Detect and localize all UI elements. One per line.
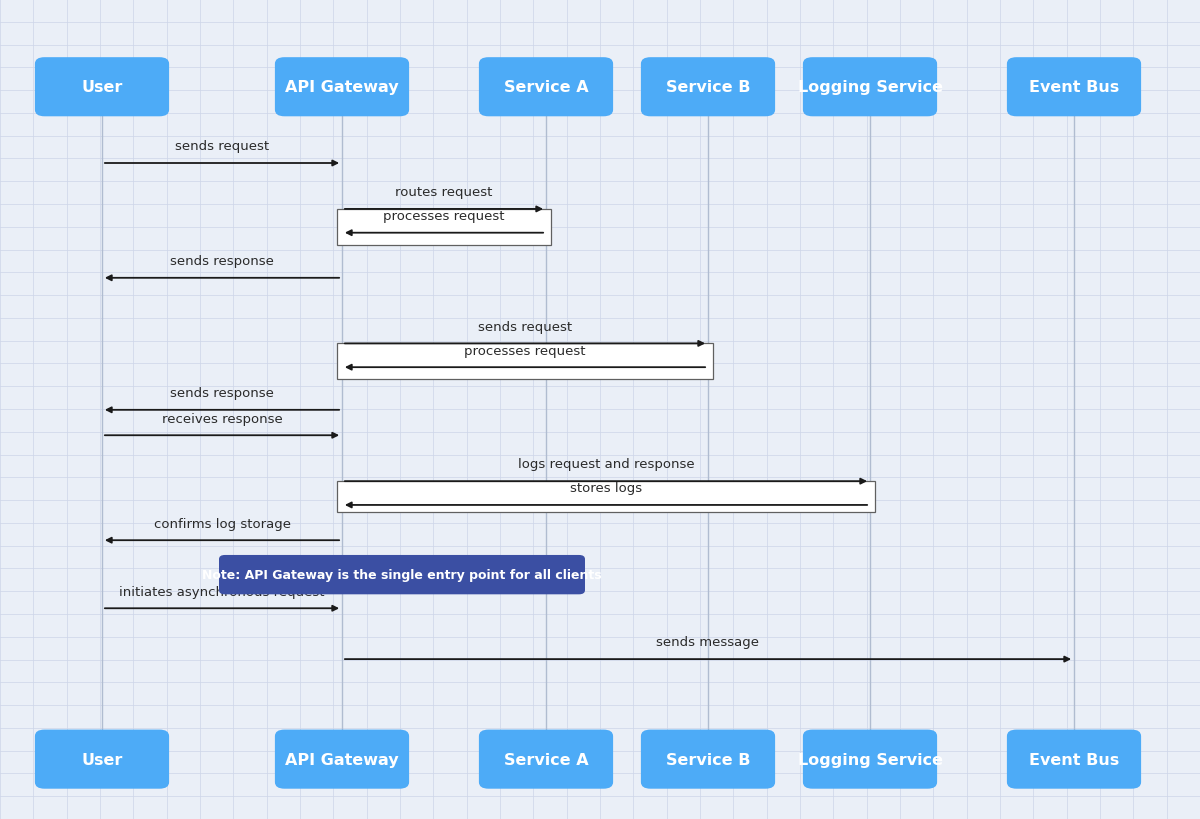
FancyBboxPatch shape [641, 58, 775, 117]
Text: API Gateway: API Gateway [286, 752, 398, 767]
FancyBboxPatch shape [220, 555, 586, 595]
Text: Event Bus: Event Bus [1028, 80, 1120, 95]
Text: Service B: Service B [666, 752, 750, 767]
Text: sends request: sends request [478, 320, 572, 333]
Text: sends message: sends message [656, 636, 760, 649]
Text: Service A: Service A [504, 80, 588, 95]
Text: sends response: sends response [170, 255, 274, 268]
FancyBboxPatch shape [1007, 730, 1141, 789]
Text: User: User [82, 80, 122, 95]
FancyBboxPatch shape [803, 730, 937, 789]
FancyBboxPatch shape [337, 344, 713, 380]
Text: Note: API Gateway is the single entry point for all clients: Note: API Gateway is the single entry po… [202, 568, 602, 581]
FancyBboxPatch shape [275, 58, 409, 117]
FancyBboxPatch shape [479, 730, 613, 789]
Text: Logging Service: Logging Service [798, 80, 942, 95]
Text: sends request: sends request [175, 140, 269, 153]
Text: processes request: processes request [383, 210, 505, 223]
FancyBboxPatch shape [35, 58, 169, 117]
FancyBboxPatch shape [641, 730, 775, 789]
Text: Logging Service: Logging Service [798, 752, 942, 767]
Text: receives response: receives response [162, 412, 282, 425]
Text: sends response: sends response [170, 387, 274, 400]
FancyBboxPatch shape [337, 210, 551, 246]
Text: User: User [82, 752, 122, 767]
Text: API Gateway: API Gateway [286, 80, 398, 95]
Text: stores logs: stores logs [570, 482, 642, 495]
Text: processes request: processes request [464, 344, 586, 357]
Text: initiates asynchronous request: initiates asynchronous request [119, 585, 325, 598]
FancyBboxPatch shape [1007, 58, 1141, 117]
Text: routes request: routes request [395, 186, 493, 199]
FancyBboxPatch shape [35, 730, 169, 789]
Text: Event Bus: Event Bus [1028, 752, 1120, 767]
Text: Service A: Service A [504, 752, 588, 767]
FancyBboxPatch shape [275, 730, 409, 789]
Text: Service B: Service B [666, 80, 750, 95]
FancyBboxPatch shape [803, 58, 937, 117]
FancyBboxPatch shape [479, 58, 613, 117]
Text: logs request and response: logs request and response [517, 458, 695, 471]
FancyBboxPatch shape [337, 482, 875, 512]
Text: confirms log storage: confirms log storage [154, 517, 290, 530]
